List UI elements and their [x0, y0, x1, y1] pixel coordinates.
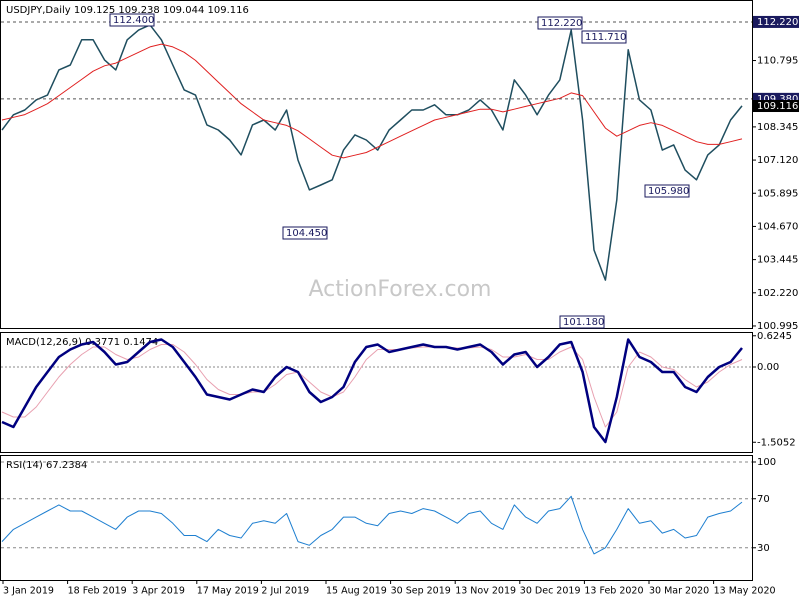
- x-tick-label: 17 May 2019: [197, 586, 259, 597]
- panel-frame: [0, 332, 753, 453]
- last-price-label: 109.116: [757, 101, 798, 112]
- annotation: 112.400: [113, 15, 154, 26]
- annotation: 101.180: [563, 317, 604, 328]
- series-line: [1, 24, 743, 281]
- series-line: [1, 43, 743, 159]
- y-tick-label: 104.670: [757, 221, 798, 232]
- level-label: 112.220: [757, 17, 798, 28]
- last-price-box: [753, 100, 799, 113]
- series-line: [1, 495, 743, 555]
- annotation: 112.220: [541, 18, 582, 29]
- y-tick-label: 108.345: [757, 122, 798, 133]
- annotation-box: [537, 16, 583, 30]
- x-tick-label: 15 Aug 2019: [326, 586, 387, 597]
- x-tick-label: 13 Feb 2020: [584, 586, 643, 597]
- x-tick-label: 13 Nov 2019: [455, 586, 516, 597]
- x-tick-label: 30 Dec 2019: [520, 586, 581, 597]
- series-line: [1, 344, 743, 428]
- annotation-box: [282, 226, 328, 240]
- x-tick-label: 13 May 2020: [714, 586, 776, 597]
- annotation-box: [559, 315, 605, 329]
- panel-title: MACD(12,26,9) 0.3771 0.1474: [6, 337, 158, 348]
- level-label: 109.380: [757, 94, 798, 105]
- panel-frame: [0, 0, 753, 329]
- annotation: 104.450: [286, 228, 327, 239]
- panel-title: RSI(14) 67.2384: [6, 460, 87, 471]
- series-line: [1, 338, 743, 444]
- panel-frame: [0, 455, 753, 581]
- annotation: 105.980: [648, 186, 689, 197]
- watermark: ActionForex.com: [309, 277, 492, 302]
- x-tick-label: 3 Jan 2019: [3, 586, 54, 597]
- annotation-box: [109, 13, 155, 27]
- y-tick-label: 103.445: [757, 255, 798, 266]
- y-tick-label: 105.895: [757, 188, 798, 199]
- y-tick-label: 100: [757, 457, 776, 468]
- x-tick-label: 3 Apr 2019: [132, 586, 185, 597]
- y-tick-label: 102.220: [757, 288, 798, 299]
- y-tick-label: -1.5052: [757, 437, 796, 448]
- x-tick-label: 2 Jul 2019: [261, 586, 309, 597]
- level-box: [753, 15, 799, 28]
- y-tick-label: 70: [757, 494, 770, 505]
- y-tick-label: 110.795: [757, 56, 798, 67]
- y-tick-label: 100.995: [757, 321, 798, 332]
- x-tick-label: 30 Mar 2020: [649, 586, 709, 597]
- y-tick-label: 107.120: [757, 155, 798, 166]
- x-tick-label: 30 Sep 2019: [391, 586, 451, 597]
- panel-title: USDJPY,Daily 109.125 109.238 109.044 109…: [6, 5, 249, 16]
- annotation-box: [644, 184, 690, 198]
- y-tick-label: 0.00: [757, 362, 779, 373]
- y-tick-label: 30: [757, 543, 770, 554]
- y-tick-label: 0.6245: [757, 331, 792, 342]
- x-tick-label: 18 Feb 2019: [68, 586, 127, 597]
- annotation-box: [581, 30, 627, 44]
- annotation: 111.710: [585, 32, 626, 43]
